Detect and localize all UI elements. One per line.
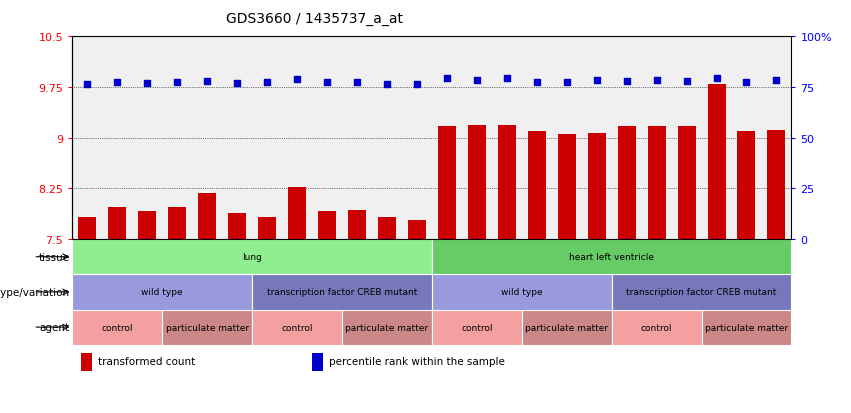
- Point: [740, 79, 753, 85]
- Text: particulate matter: particulate matter: [705, 323, 788, 332]
- Bar: [522, 310, 612, 345]
- Text: control: control: [282, 323, 313, 332]
- Point: [140, 81, 154, 87]
- Bar: [168, 208, 186, 240]
- Point: [500, 76, 514, 82]
- Text: transcription factor CREB mutant: transcription factor CREB mutant: [267, 288, 417, 297]
- Bar: [82, 353, 92, 371]
- Bar: [72, 240, 432, 275]
- Text: wild type: wild type: [501, 288, 543, 297]
- Point: [111, 80, 124, 86]
- Point: [440, 76, 454, 82]
- Point: [81, 81, 94, 88]
- Point: [560, 79, 574, 85]
- Bar: [768, 130, 785, 240]
- Text: genotype/variation: genotype/variation: [0, 287, 69, 297]
- Point: [260, 80, 274, 86]
- Point: [350, 80, 363, 86]
- Bar: [612, 275, 791, 310]
- Bar: [198, 194, 216, 240]
- Bar: [258, 217, 276, 240]
- Point: [170, 79, 184, 85]
- Text: lung: lung: [243, 253, 262, 261]
- Bar: [557, 134, 575, 240]
- Bar: [528, 132, 545, 240]
- Bar: [72, 275, 252, 310]
- Text: transcription factor CREB mutant: transcription factor CREB mutant: [626, 288, 777, 297]
- Bar: [431, 240, 791, 275]
- Bar: [318, 211, 336, 240]
- Text: GDS3660 / 1435737_a_at: GDS3660 / 1435737_a_at: [226, 12, 403, 26]
- Point: [470, 78, 483, 84]
- Bar: [138, 211, 157, 240]
- Bar: [677, 127, 695, 240]
- Bar: [707, 84, 726, 240]
- Point: [590, 77, 603, 84]
- Point: [620, 78, 633, 85]
- Bar: [342, 310, 432, 345]
- Text: agent: agent: [39, 322, 69, 332]
- Bar: [468, 126, 486, 240]
- Bar: [648, 127, 665, 240]
- Text: control: control: [461, 323, 493, 332]
- Point: [650, 78, 664, 84]
- Text: percentile rank within the sample: percentile rank within the sample: [328, 356, 505, 366]
- Text: particulate matter: particulate matter: [525, 323, 608, 332]
- Point: [380, 82, 394, 88]
- Bar: [408, 220, 426, 240]
- Text: particulate matter: particulate matter: [346, 323, 429, 332]
- Bar: [252, 275, 431, 310]
- Bar: [612, 310, 701, 345]
- Bar: [431, 275, 612, 310]
- Point: [231, 81, 244, 87]
- Text: wild type: wild type: [141, 288, 183, 297]
- Point: [710, 76, 723, 82]
- Bar: [378, 218, 396, 240]
- Bar: [738, 132, 756, 240]
- Point: [680, 78, 694, 85]
- Bar: [252, 310, 342, 345]
- Text: transformed count: transformed count: [98, 356, 195, 366]
- Bar: [431, 310, 522, 345]
- Bar: [312, 353, 323, 371]
- Point: [200, 78, 214, 85]
- Point: [769, 78, 783, 84]
- Bar: [228, 214, 246, 240]
- Bar: [348, 211, 366, 240]
- Bar: [163, 310, 252, 345]
- Bar: [618, 127, 636, 240]
- Text: control: control: [101, 323, 133, 332]
- Bar: [701, 310, 791, 345]
- Point: [410, 82, 424, 88]
- Point: [290, 76, 304, 83]
- Bar: [78, 218, 96, 240]
- Bar: [588, 134, 606, 240]
- Bar: [498, 126, 516, 240]
- Bar: [438, 126, 456, 240]
- Bar: [72, 310, 163, 345]
- Bar: [108, 208, 126, 240]
- Point: [320, 80, 334, 86]
- Text: particulate matter: particulate matter: [166, 323, 248, 332]
- Text: heart left ventricle: heart left ventricle: [569, 253, 654, 261]
- Bar: [288, 188, 306, 240]
- Text: control: control: [641, 323, 672, 332]
- Text: tissue: tissue: [38, 252, 69, 262]
- Point: [530, 79, 544, 85]
